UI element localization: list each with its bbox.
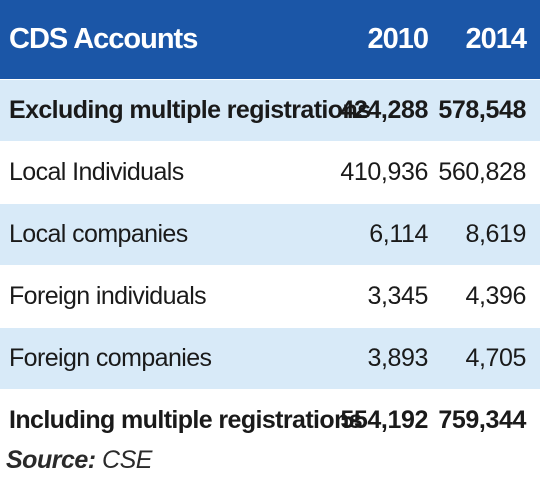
table-row-including-multiple: Including multiple registrations 554,192… — [0, 390, 540, 452]
row-value-2014: 8,619 — [465, 220, 526, 248]
table-row-local-individuals: Local Individuals 410,936 560,828 — [0, 142, 540, 204]
table-row-foreign-individuals: Foreign individuals 3,345 4,396 — [0, 266, 540, 328]
table-header-row: CDS Accounts 2010 2014 — [0, 0, 540, 80]
row-value-2010: 424,288 — [340, 96, 428, 124]
source-label: Source: — [6, 446, 96, 474]
row-label: Excluding multiple registrations — [9, 96, 371, 124]
row-value-2014: 4,396 — [465, 282, 526, 310]
row-label: Local companies — [9, 220, 188, 248]
row-value-2014: 578,548 — [438, 96, 526, 124]
row-label: Foreign companies — [9, 344, 212, 372]
row-value-2010: 6,114 — [369, 220, 428, 248]
table-row-excluding-multiple: Excluding multiple registrations 424,288… — [0, 80, 540, 142]
row-value-2010: 3,893 — [367, 344, 428, 372]
row-value-2010: 554,192 — [340, 406, 428, 434]
row-value-2010: 3,345 — [367, 282, 428, 310]
header-cds-accounts: CDS Accounts — [9, 23, 198, 55]
row-value-2010: 410,936 — [340, 158, 428, 186]
source-value: CSE — [102, 446, 152, 474]
table-row-local-companies: Local companies 6,114 8,619 — [0, 204, 540, 266]
header-2010: 2010 — [367, 23, 429, 55]
cds-accounts-table: CDS Accounts 2010 2014 Excluding multipl… — [0, 0, 540, 452]
row-value-2014: 560,828 — [438, 158, 526, 186]
row-value-2014: 759,344 — [438, 406, 526, 434]
table-row-foreign-companies: Foreign companies 3,893 4,705 — [0, 328, 540, 390]
row-value-2014: 4,705 — [465, 344, 526, 372]
header-2014: 2014 — [465, 23, 527, 55]
row-label: Local Individuals — [9, 158, 184, 186]
source-note: Source: CSE — [6, 446, 152, 475]
row-label: Including multiple registrations — [9, 406, 363, 434]
row-label: Foreign individuals — [9, 282, 207, 310]
